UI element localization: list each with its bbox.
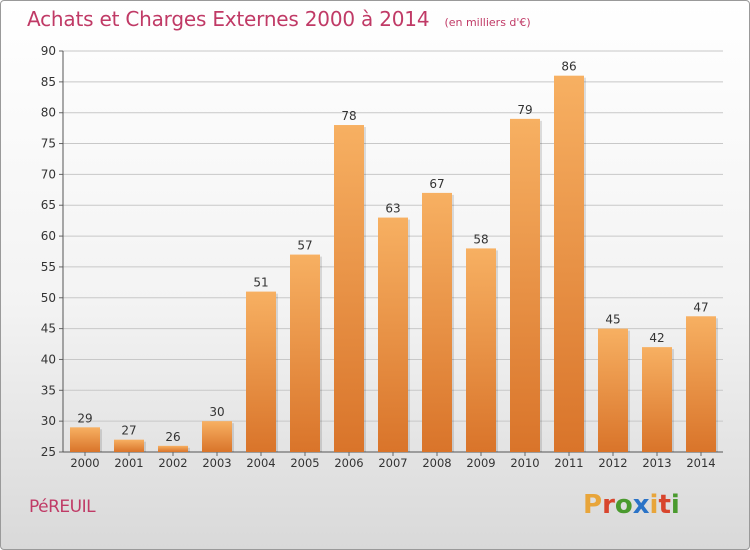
- bar: [510, 118, 540, 452]
- data-label: 45: [605, 313, 620, 327]
- data-label: 42: [649, 331, 664, 345]
- bar: [378, 217, 408, 452]
- x-tick-label: 2010: [510, 456, 539, 470]
- y-tick-label: 65: [41, 198, 56, 212]
- logo-letter: i: [649, 490, 659, 520]
- chart-title-area: Achats et Charges Externes 2000 à 2014 (…: [27, 7, 531, 31]
- y-tick-label: 90: [41, 44, 56, 58]
- x-tick-label: 2006: [334, 456, 363, 470]
- bar: [598, 328, 628, 452]
- bar: [290, 254, 320, 452]
- bar: [422, 192, 452, 452]
- x-tick-label: 2011: [554, 456, 583, 470]
- y-tick-label: 25: [41, 445, 56, 459]
- proxiti-logo: Proxiti: [583, 490, 680, 520]
- logo-letter: i: [670, 490, 680, 520]
- bar: [686, 316, 716, 452]
- y-tick-label: 75: [41, 137, 56, 151]
- bar: [246, 291, 276, 452]
- data-label: 58: [473, 232, 488, 246]
- y-tick-label: 35: [41, 383, 56, 397]
- x-tick-label: 2014: [686, 456, 715, 470]
- bar: [554, 75, 584, 452]
- data-label: 67: [429, 177, 444, 191]
- bar: [202, 421, 232, 452]
- data-label: 63: [385, 202, 400, 216]
- x-tick-label: 2000: [70, 456, 99, 470]
- data-label: 30: [209, 405, 224, 419]
- bar: [334, 125, 364, 453]
- chart-title: Achats et Charges Externes 2000 à 2014: [27, 7, 430, 31]
- y-tick-label: 30: [41, 414, 56, 428]
- logo-letter: o: [614, 490, 633, 520]
- data-label: 26: [165, 430, 180, 444]
- x-tick-label: 2002: [158, 456, 187, 470]
- data-label: 78: [341, 109, 356, 123]
- bar: [158, 445, 188, 452]
- logo-letter: t: [658, 490, 671, 520]
- x-tick-label: 2003: [202, 456, 231, 470]
- x-tick-label: 2009: [466, 456, 495, 470]
- data-label: 57: [297, 239, 312, 253]
- x-tick-label: 2012: [598, 456, 627, 470]
- x-tick-label: 2008: [422, 456, 451, 470]
- y-tick-label: 40: [41, 352, 56, 366]
- logo-letter: x: [632, 490, 650, 520]
- bar: [114, 439, 144, 452]
- x-tick-label: 2007: [378, 456, 407, 470]
- data-label: 27: [121, 424, 136, 438]
- logo-letter: P: [583, 490, 603, 520]
- logo-letter: r: [602, 490, 615, 520]
- x-tick-label: 2001: [114, 456, 143, 470]
- y-tick-label: 70: [41, 167, 56, 181]
- data-label: 86: [561, 60, 576, 74]
- x-tick-label: 2005: [290, 456, 319, 470]
- y-tick-label: 85: [41, 75, 56, 89]
- data-label: 51: [253, 276, 268, 290]
- x-tick-label: 2004: [246, 456, 275, 470]
- bar: [466, 248, 496, 452]
- bar: [642, 347, 672, 452]
- data-label: 47: [693, 300, 708, 314]
- bar: [70, 427, 100, 452]
- y-tick-label: 45: [41, 322, 56, 336]
- chart-subtitle: (en milliers d'€): [444, 16, 531, 29]
- y-tick-label: 60: [41, 229, 56, 243]
- x-tick-label: 2013: [642, 456, 671, 470]
- data-label: 79: [517, 103, 532, 117]
- y-tick-label: 80: [41, 106, 56, 120]
- y-tick-label: 50: [41, 291, 56, 305]
- commune-name: PéREUIL: [29, 497, 96, 517]
- data-label: 29: [77, 411, 92, 425]
- y-tick-label: 55: [41, 260, 56, 274]
